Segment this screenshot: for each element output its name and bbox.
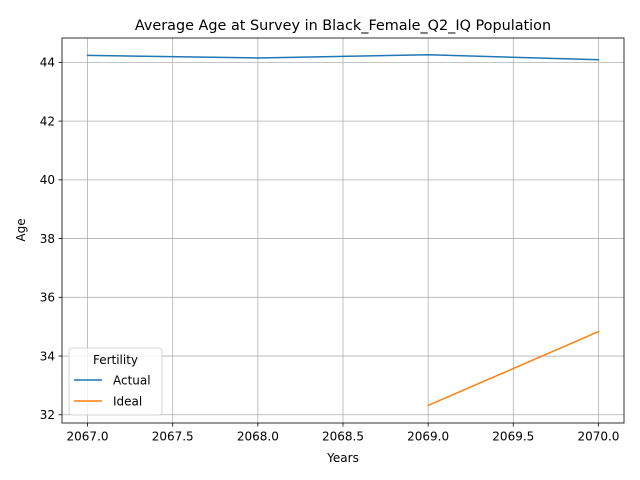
x-tick-label: 2069.5 <box>492 430 534 444</box>
y-tick-label: 44 <box>40 56 55 70</box>
y-tick-label: 34 <box>40 349 55 363</box>
y-tick-label: 32 <box>40 408 55 422</box>
y-tick-label: 36 <box>40 291 55 305</box>
x-tick-label: 2070.0 <box>577 430 619 444</box>
legend-label-ideal: Ideal <box>113 395 142 409</box>
x-tick-label: 2068.0 <box>237 430 279 444</box>
x-axis-label: Years <box>326 451 359 465</box>
y-tick-label: 40 <box>40 173 55 187</box>
y-tick-label: 42 <box>40 114 55 128</box>
legend-title: Fertility <box>93 353 138 367</box>
y-tick-label: 38 <box>40 232 55 246</box>
legend: Fertility Actual Ideal <box>69 348 162 415</box>
chart-title: Average Age at Survey in Black_Female_Q2… <box>135 18 551 34</box>
x-tick-label: 2067.5 <box>152 430 194 444</box>
x-tick-label: 2069.0 <box>407 430 449 444</box>
x-tick-label: 2067.0 <box>67 430 109 444</box>
y-axis-label: Age <box>14 218 28 241</box>
x-tick-label: 2068.5 <box>322 430 364 444</box>
legend-label-actual: Actual <box>113 374 151 388</box>
